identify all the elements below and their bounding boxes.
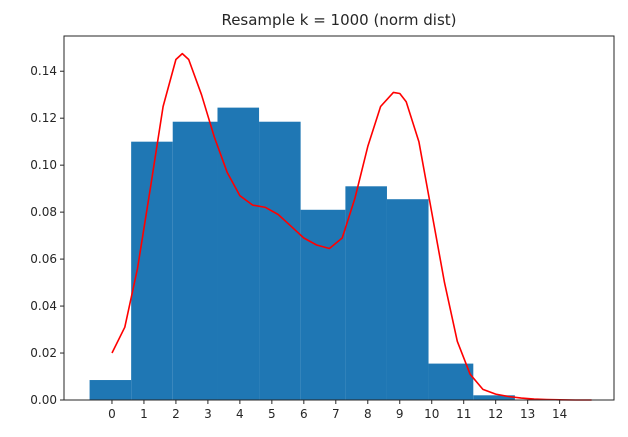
chart-title: Resample k = 1000 (norm dist) (221, 11, 456, 29)
x-tick-label: 3 (204, 407, 212, 421)
density-line-layer (111, 52, 592, 401)
density-curve-0 (111, 52, 592, 401)
histogram-bar-7 (386, 199, 429, 400)
y-tick-label: 0.10 (30, 158, 57, 172)
x-tick-label: 6 (300, 407, 308, 421)
x-tick-label: 13 (520, 407, 535, 421)
y-tick-label: 0.14 (30, 64, 57, 78)
histogram-bar-3 (217, 107, 260, 401)
y-tick-label: 0.06 (30, 252, 57, 266)
histogram-bar-6 (345, 186, 387, 400)
x-tick-label: 0 (108, 407, 116, 421)
histogram-bar-0 (89, 380, 132, 400)
histogram-bar-2 (172, 121, 218, 400)
y-tick-label: 0.00 (30, 393, 57, 407)
histogram-bar-5 (300, 209, 346, 400)
y-tick-label: 0.12 (30, 111, 57, 125)
x-tick-label: 7 (332, 407, 340, 421)
x-axis-ticks: 0 1 2 3 4 5 6 7 8 9 10 11 12 13 14 (108, 400, 567, 421)
bars-layer (89, 107, 515, 401)
axes (63, 35, 615, 401)
x-tick-label: 12 (488, 407, 503, 421)
y-axis-ticks: 0.00 0.02 0.04 0.06 0.08 0.10 0.12 0.14 (30, 64, 64, 407)
histogram-bar-9 (473, 395, 515, 400)
x-tick-label: 9 (396, 407, 404, 421)
x-tick-label: 14 (552, 407, 567, 421)
x-tick-label: 11 (456, 407, 471, 421)
y-tick-label: 0.02 (30, 346, 57, 360)
x-tick-label: 1 (140, 407, 148, 421)
x-tick-label: 8 (364, 407, 372, 421)
histogram-bar-8 (428, 363, 474, 400)
plot-frame (63, 35, 615, 401)
y-tick-label: 0.04 (30, 299, 57, 313)
x-tick-label: 10 (424, 407, 439, 421)
y-tick-label: 0.08 (30, 205, 57, 219)
x-tick-label: 4 (236, 407, 244, 421)
x-tick-label: 5 (268, 407, 276, 421)
histogram-bar-1 (131, 141, 173, 400)
histogram-bar-4 (259, 121, 301, 400)
x-tick-label: 2 (172, 407, 180, 421)
